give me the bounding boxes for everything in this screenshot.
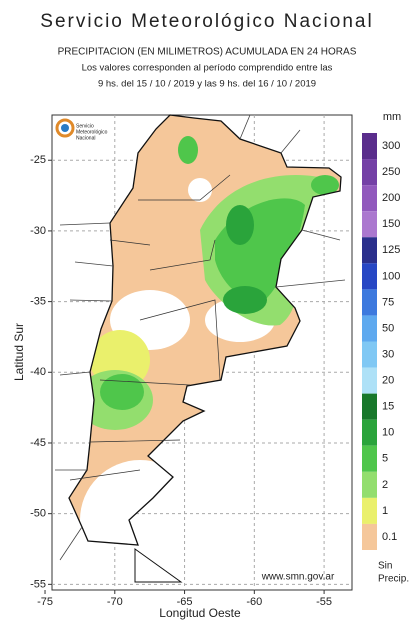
legend: 300 250 200 150 125 100 75 50 30 20 15 10 5 2 1 0.1 (362, 133, 400, 550)
legend-label: 15 (382, 401, 394, 413)
legend-swatch (362, 367, 377, 394)
x-tick-label: -65 (177, 596, 193, 608)
subtitle: 9 hs. del 15 / 10 / 2019 y las 9 hs. del… (98, 79, 316, 90)
y-tick-label: -35 (30, 296, 46, 308)
legend-swatch (362, 445, 377, 472)
legend-label: 100 (382, 270, 400, 282)
legend-label: 5 (382, 453, 388, 465)
precip-area (223, 286, 267, 314)
website: www.smn.gov.ar (261, 572, 335, 583)
y-tick-label: -25 (30, 154, 46, 166)
legend-label: 150 (382, 218, 400, 230)
legend-label: 75 (382, 296, 394, 308)
legend-swatch (362, 393, 377, 420)
legend-label: 125 (382, 244, 400, 256)
logo-text: Servicio (76, 123, 94, 129)
legend-label: 300 (382, 140, 400, 152)
logo-text: Nacional (76, 135, 95, 141)
legend-swatch (362, 185, 377, 212)
logo-icon (55, 118, 75, 138)
y-tick-label: -40 (30, 366, 46, 378)
y-tick-label: -30 (30, 225, 46, 237)
logo-text: Meteorológico (76, 129, 108, 135)
legend-label: 1 (382, 505, 388, 517)
legend-swatch (362, 159, 377, 186)
legend-label: 20 (382, 375, 394, 387)
y-tick-label: -45 (30, 437, 46, 449)
x-tick-label: -70 (107, 596, 123, 608)
subtitle: Los valores corresponden al período comp… (82, 63, 333, 74)
legend-label: 2 (382, 479, 388, 491)
province-border (69, 174, 231, 481)
legend-swatch (362, 471, 377, 498)
dry-area (188, 178, 212, 202)
precip-area (226, 205, 254, 245)
legend-swatch (362, 419, 377, 446)
legend-label: 30 (382, 348, 394, 360)
y-axis-label: Latitud Sur (12, 323, 26, 381)
legend-swatch (362, 497, 377, 524)
legend-label: 0.1 (382, 531, 397, 543)
legend-swatch (362, 263, 377, 290)
precip-area (100, 374, 144, 410)
legend-unit: mm (383, 111, 401, 123)
neighbor-border (55, 114, 346, 561)
legend-swatch (362, 237, 377, 264)
legend-swatch (362, 523, 377, 550)
agency: Servicio Meteorológico Nacional (40, 11, 373, 32)
legend-label: 250 (382, 166, 400, 178)
legend-swatch (362, 133, 377, 160)
legend-swatch (362, 315, 377, 342)
precip-area (311, 175, 339, 195)
legend-label: 50 (382, 322, 394, 334)
legend-swatch (362, 289, 377, 316)
x-tick-label: -60 (246, 596, 262, 608)
logo: Servicio Meteorológico Nacional (55, 118, 108, 141)
legend-swatch (362, 341, 377, 368)
legend-label: 200 (382, 192, 400, 204)
legend-swatch (362, 211, 377, 238)
y-tick-label: -50 (30, 508, 46, 520)
y-tick-label: -55 (30, 578, 46, 590)
legend-label: 10 (382, 427, 394, 439)
country-border (68, 114, 342, 546)
title: PRECIPITACION (EN MILIMETROS) ACUMULADA … (58, 47, 357, 58)
legend-none: Sin (378, 561, 392, 572)
tierra-del-fuego (134, 548, 183, 583)
x-tick-label: -75 (37, 596, 53, 608)
x-tick-label: -55 (316, 596, 332, 608)
logo-icon (61, 124, 69, 132)
x-axis-label: Longitud Oeste (159, 606, 241, 620)
legend-none: Precip. (378, 574, 409, 585)
precip-area (178, 136, 198, 164)
